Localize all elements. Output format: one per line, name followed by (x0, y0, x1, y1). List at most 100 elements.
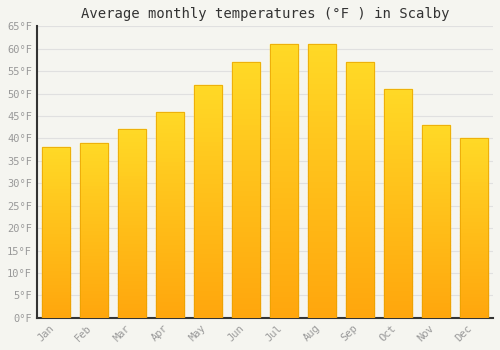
Bar (194, 271, 222, 276)
Bar (384, 194, 412, 199)
Bar (422, 152, 450, 156)
Bar (270, 219, 298, 225)
Bar (80, 283, 108, 286)
Bar (384, 263, 412, 267)
Bar (118, 295, 146, 299)
Bar (346, 272, 374, 277)
Bar (384, 144, 412, 148)
Bar (194, 285, 222, 290)
Bar (308, 164, 336, 170)
Bar (118, 163, 146, 167)
Bar (42, 147, 70, 318)
Bar (232, 241, 260, 246)
Bar (460, 156, 488, 160)
Bar (80, 234, 108, 237)
Bar (422, 198, 450, 202)
Bar (156, 235, 184, 239)
Bar (460, 246, 488, 250)
Bar (422, 163, 450, 167)
Bar (156, 140, 184, 145)
Bar (346, 246, 374, 251)
Bar (346, 257, 374, 261)
Bar (156, 136, 184, 140)
Bar (308, 121, 336, 126)
Bar (270, 181, 298, 187)
Bar (118, 194, 146, 197)
Bar (118, 201, 146, 205)
Bar (80, 230, 108, 234)
Bar (384, 167, 412, 172)
Bar (42, 147, 70, 151)
Bar (80, 300, 108, 304)
Bar (384, 98, 412, 103)
Bar (422, 233, 450, 237)
Bar (118, 269, 146, 273)
Bar (194, 155, 222, 159)
Bar (308, 154, 336, 159)
Bar (346, 267, 374, 272)
Bar (460, 314, 488, 318)
Bar (118, 220, 146, 224)
Bar (80, 192, 108, 195)
Bar (80, 213, 108, 216)
Bar (194, 183, 222, 187)
Bar (422, 295, 450, 299)
Bar (118, 145, 146, 148)
Bar (460, 260, 488, 264)
Bar (460, 243, 488, 246)
Bar (346, 241, 374, 246)
Bar (232, 302, 260, 308)
Bar (270, 170, 298, 176)
Bar (118, 216, 146, 220)
Bar (460, 311, 488, 314)
Bar (156, 128, 184, 132)
Bar (346, 67, 374, 72)
Bar (118, 284, 146, 288)
Bar (194, 164, 222, 169)
Bar (270, 126, 298, 132)
Bar (232, 272, 260, 277)
Bar (422, 291, 450, 295)
Bar (346, 108, 374, 113)
Bar (308, 236, 336, 241)
Bar (42, 205, 70, 209)
Bar (156, 260, 184, 264)
Bar (194, 99, 222, 103)
Bar (346, 298, 374, 302)
Bar (346, 93, 374, 98)
Bar (460, 225, 488, 228)
Bar (460, 282, 488, 286)
Bar (460, 139, 488, 142)
Bar (118, 141, 146, 145)
Bar (270, 61, 298, 66)
Bar (118, 265, 146, 269)
Bar (80, 160, 108, 164)
Bar (80, 146, 108, 150)
Bar (346, 149, 374, 154)
Bar (422, 194, 450, 198)
Bar (384, 94, 412, 98)
Bar (194, 313, 222, 318)
Bar (42, 168, 70, 171)
Bar (308, 116, 336, 121)
Bar (308, 192, 336, 197)
Bar (346, 287, 374, 292)
Bar (308, 132, 336, 137)
Bar (118, 239, 146, 243)
Bar (384, 148, 412, 153)
Bar (422, 144, 450, 148)
Bar (232, 200, 260, 205)
Bar (232, 154, 260, 159)
Bar (422, 160, 450, 163)
Bar (118, 156, 146, 160)
Bar (118, 303, 146, 307)
Bar (460, 167, 488, 171)
Bar (422, 183, 450, 187)
Bar (118, 224, 146, 228)
Bar (80, 307, 108, 311)
Bar (270, 44, 298, 50)
Bar (232, 139, 260, 144)
Bar (308, 247, 336, 252)
Bar (80, 258, 108, 262)
Bar (384, 281, 412, 286)
